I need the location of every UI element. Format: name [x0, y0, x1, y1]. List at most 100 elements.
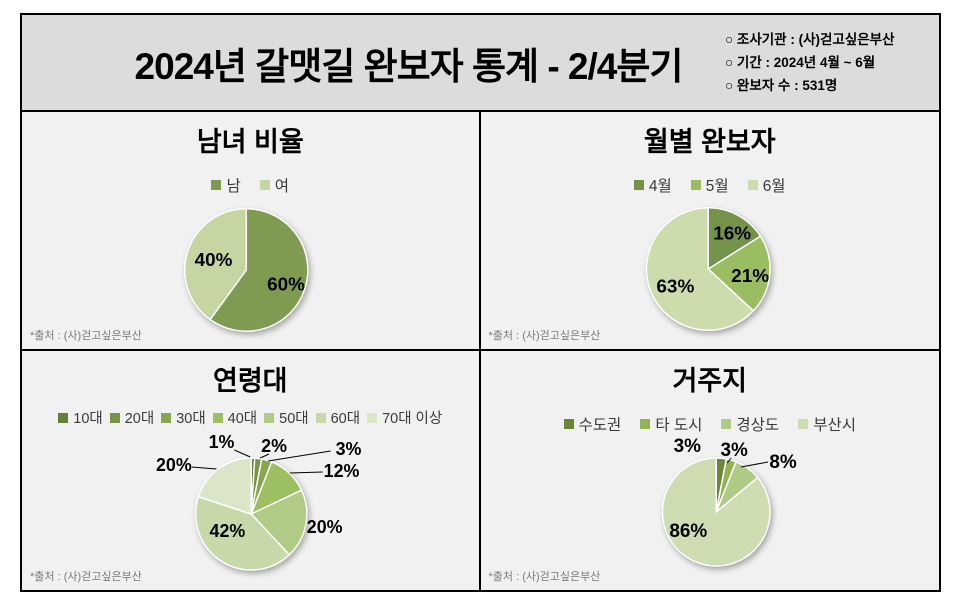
legend-swatch — [747, 180, 758, 190]
legend-label: 50대 — [279, 411, 309, 427]
legend-swatch — [315, 412, 326, 423]
legend-swatch — [633, 180, 644, 190]
legend-label: 60대 — [330, 411, 361, 427]
slice-percent-label: 20% — [307, 517, 343, 537]
legend-label: 20대 — [124, 411, 155, 427]
legend-swatch — [721, 419, 732, 429]
chart-legend: 10대 20대 30대 40대 50대 60대 70대 이상 — [22, 407, 479, 428]
slice-percent-label: 20% — [156, 455, 192, 475]
survey-info-box: ○ 조사기관 : (사)걷고싶은부산 ○ 기간 : 2024년 4월 ~ 6월 … — [725, 28, 939, 98]
legend-swatch — [212, 412, 223, 423]
chart-legend: 4월 5월 6월 — [481, 174, 940, 196]
legend-swatch — [264, 412, 275, 423]
chart-title: 월별 완보자 — [643, 127, 776, 157]
legend-swatch — [109, 412, 120, 423]
chart-legend: 수도권 타 도시 경상도 부산시 — [481, 413, 940, 435]
source-note: *출처 : (사)걷고싶은부산 — [30, 571, 142, 583]
label-leader-line — [740, 461, 768, 468]
legend-swatch — [211, 180, 222, 190]
slice-percent-label: 40% — [195, 249, 233, 270]
slice-percent-label: 12% — [324, 461, 360, 481]
label-leader-line — [234, 449, 251, 458]
legend-label: 4월 — [648, 178, 672, 195]
label-leader-line — [268, 450, 331, 462]
label-leader-line — [726, 457, 732, 464]
pie-slice-60대 — [194, 495, 291, 571]
pie-slice-5월 — [707, 235, 771, 312]
pie-slice-6월 — [645, 207, 754, 331]
legend-item: 5월 — [690, 174, 729, 196]
legend-label: 5월 — [705, 178, 729, 195]
legend-item: 6월 — [747, 174, 786, 196]
legend-label: 여 — [274, 178, 290, 195]
pie-chart: 3% 3% 8% 86% — [661, 436, 796, 567]
legend-item: 20대 — [109, 407, 155, 428]
label-leader-line — [259, 453, 270, 459]
legend-swatch — [367, 412, 378, 423]
legend-item: 여 — [259, 174, 290, 196]
slice-percent-label: 21% — [731, 265, 769, 286]
legend-label: 부산시 — [813, 417, 856, 434]
survey-info-line: ○ 기간 : 2024년 4월 ~ 6월 — [725, 54, 876, 70]
legend-item: 10대 — [58, 407, 103, 428]
survey-info-line: ○ 조사기관 : (사)걷고싶은부산 — [725, 31, 895, 47]
slice-percent-label: 63% — [656, 276, 694, 297]
legend-item: 4월 — [633, 174, 672, 196]
legend-label: 수도권 — [578, 417, 622, 434]
pie-slice-70대 이상 — [197, 457, 252, 515]
pie-slice-4월 — [707, 207, 761, 270]
legend-swatch — [259, 180, 270, 190]
legend-label: 남 — [226, 178, 241, 195]
legend-label: 70대 이상 — [382, 411, 443, 427]
label-leader-line — [191, 466, 217, 470]
chart-title: 남녀 비율 — [196, 127, 304, 157]
legend-label: 6월 — [762, 178, 786, 195]
legend-label: 30대 — [176, 411, 206, 427]
legend-label: 10대 — [73, 411, 103, 427]
legend-item: 경상도 — [721, 413, 779, 435]
legend-item: 50대 — [264, 407, 309, 428]
slice-percent-label: 86% — [669, 521, 707, 542]
legend-item: 부산시 — [798, 413, 856, 435]
legend-item: 70대 이상 — [367, 407, 442, 428]
legend-label: 타 도시 — [655, 417, 703, 434]
legend-item: 타 도시 — [640, 413, 702, 435]
legend-item: 남 — [211, 174, 241, 196]
chart-title: 연령대 — [212, 366, 288, 396]
legend-swatch — [563, 419, 574, 429]
chart-title: 거주지 — [672, 366, 748, 396]
pie-slice-여 — [184, 208, 248, 321]
slice-percent-label: 2% — [261, 436, 287, 456]
legend-swatch — [58, 412, 69, 423]
pie-slice-부산시 — [661, 457, 771, 567]
pie-chart: 16% 21% 63% — [645, 207, 771, 331]
slice-percent-label: 8% — [769, 452, 796, 473]
slice-percent-label: 3% — [336, 439, 362, 459]
legend-item: 30대 — [161, 407, 206, 428]
slice-percent-label: 3% — [720, 440, 747, 461]
legend-label: 40대 — [227, 411, 258, 427]
slice-percent-label: 42% — [210, 521, 246, 541]
source-note: *출처 : (사)걷고싶은부산 — [488, 571, 601, 583]
legend-item: 수도권 — [563, 413, 622, 435]
pie-chart: 1% 2% 3%12% 20% 42% 20% — [156, 432, 362, 571]
legend-swatch — [798, 419, 809, 429]
legend-swatch — [640, 419, 651, 429]
pie-chart: 60% 40% — [184, 208, 309, 332]
slice-percent-label: 3% — [673, 436, 700, 457]
survey-info-line: ○ 완보자 수 : 531명 — [725, 78, 838, 94]
legend-swatch — [161, 412, 172, 423]
source-note: *출처 : (사)걷고싶은부산 — [30, 330, 142, 342]
slice-percent-label: 1% — [209, 432, 235, 452]
legend-item: 60대 — [315, 407, 361, 428]
source-note: *출처 : (사)걷고싶은부산 — [488, 330, 601, 342]
legend-item: 40대 — [212, 407, 258, 428]
report-header: 2024년 갈맷길 완보자 통계 - 2/4분기 ○ 조사기관 : (사)걷고싶… — [22, 15, 939, 112]
pie-slice-50대 — [250, 489, 308, 556]
legend-swatch — [690, 180, 701, 190]
pie-slice-남 — [209, 208, 309, 332]
chart-age-group: 연령대 10대 20대 30대 40대 50대 60대 70대 이상 1% 2% 3% 12% 20… — [22, 351, 481, 590]
slice-percent-label: 60% — [267, 274, 305, 295]
